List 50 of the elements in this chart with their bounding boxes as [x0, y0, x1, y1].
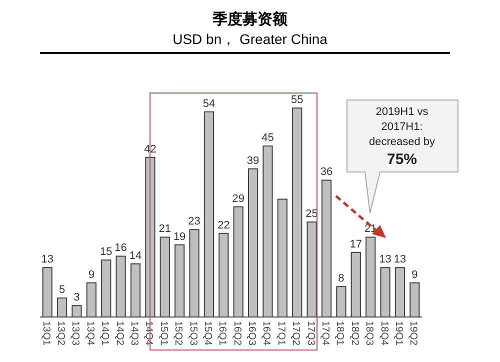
data-label: 39 — [246, 154, 260, 167]
x-tick-label: 16Q2 — [231, 321, 242, 346]
data-label: 29 — [232, 192, 244, 205]
data-label: 5 — [58, 284, 66, 296]
title: 季度募资额 — [212, 11, 288, 28]
data-label: 23 — [188, 216, 200, 228]
x-tick-label: 19Q2 — [408, 321, 419, 346]
data-label: 19 — [173, 230, 186, 243]
data-label: 13 — [41, 254, 54, 266]
data-label: 9 — [412, 268, 418, 281]
data-label: 13 — [394, 254, 406, 266]
data-label: 3 — [74, 292, 80, 304]
x-tick-label: 13Q2 — [55, 321, 66, 346]
data-label: 21 — [158, 223, 172, 236]
x-tick-label: 15Q4 — [202, 321, 213, 346]
annotation: 2019H1 vs 2017H1: decreased by 75% — [368, 106, 436, 168]
subtitle: USD bn， Greater China — [172, 31, 328, 47]
x-tick-label: 16Q4 — [260, 321, 272, 346]
data-label: 8 — [338, 272, 344, 285]
x-tick-label: 14Q2 — [114, 321, 125, 346]
data-label: 36 — [320, 166, 333, 178]
x-tick-label: 15Q3 — [187, 321, 198, 346]
x-tick-label: 14Q1 — [99, 321, 110, 346]
x-tick-label: 13Q4 — [84, 321, 96, 346]
data-label: 17 — [350, 238, 362, 250]
x-tick-label: 17Q1 — [275, 321, 286, 346]
x-tick-label: 13Q3 — [70, 321, 81, 346]
x-tick-label: 13Q1 — [40, 321, 52, 346]
data-label: 9 — [88, 268, 94, 281]
data-label: 15 — [100, 246, 112, 258]
data-label: 54 — [202, 98, 216, 110]
x-tick-label: 15Q2 — [172, 321, 184, 346]
data-label: 13 — [379, 254, 392, 266]
x-tick-label: 17Q3 — [304, 321, 316, 346]
data-label: 14 — [129, 250, 142, 262]
x-tick-label: 17Q2 — [290, 321, 302, 346]
data-label: 45 — [262, 132, 274, 144]
data-label: 22 — [218, 219, 230, 232]
data-label: 55 — [290, 94, 304, 106]
x-tick-label: 14Q3 — [128, 321, 140, 346]
x-tick-label: 19Q1 — [392, 321, 404, 346]
x-tick-label: 16Q1 — [216, 321, 228, 346]
x-tick-label: 17Q4 — [320, 321, 330, 346]
x-tick-label: 16Q3 — [246, 321, 258, 346]
x-tick-label: 18Q4 — [378, 321, 390, 346]
data-label: 16 — [114, 242, 127, 254]
x-tick-label: 15Q1 — [158, 321, 169, 346]
x-tick-label: 18Q3 — [364, 321, 375, 346]
x-tick-label: 18Q1 — [334, 321, 346, 346]
x-tick-label: 18Q2 — [348, 321, 360, 346]
